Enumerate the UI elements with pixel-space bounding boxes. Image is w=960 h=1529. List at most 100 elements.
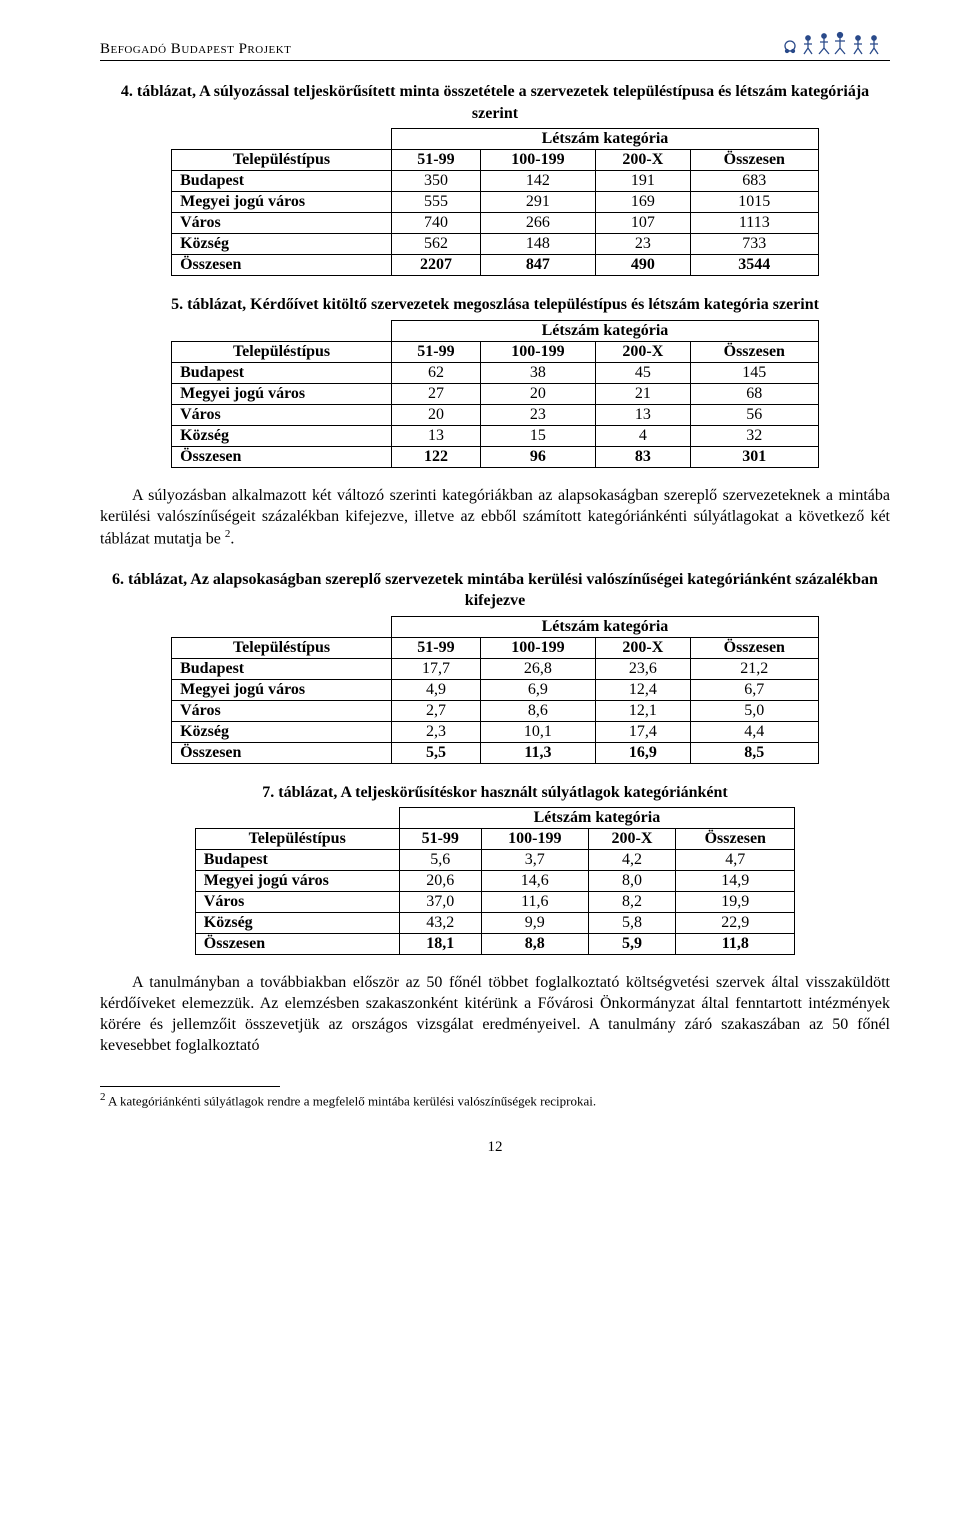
row-label: Község: [172, 721, 392, 742]
header-logo-icon: [780, 30, 890, 58]
col-header: 200-X: [588, 829, 676, 850]
sum-cell: 3544: [690, 255, 818, 276]
cell: 740: [392, 213, 481, 234]
cell: 20: [480, 383, 595, 404]
cell: 20: [392, 404, 481, 425]
paragraph-1: A súlyozásban alkalmazott két változó sz…: [100, 486, 890, 551]
cell: 4,4: [690, 721, 818, 742]
cell: 38: [480, 362, 595, 383]
table-row: Megyei jogú város4,96,912,46,7: [172, 679, 819, 700]
cell: 4,7: [676, 850, 795, 871]
cell: 191: [595, 171, 690, 192]
col-header: Összesen: [690, 341, 818, 362]
table-row: Község2,310,117,44,4: [172, 721, 819, 742]
cell: 169: [595, 192, 690, 213]
cell: 8,0: [588, 871, 676, 892]
sum-cell: 11,8: [676, 934, 795, 955]
cell: 1015: [690, 192, 818, 213]
cell: 2,3: [392, 721, 481, 742]
cell: 555: [392, 192, 481, 213]
cell: 291: [480, 192, 595, 213]
col0-header: Településtípus: [172, 150, 392, 171]
cell: 23: [480, 404, 595, 425]
cell: 21: [595, 383, 690, 404]
table-row: Budapest5,63,74,24,7: [195, 850, 794, 871]
table-row: Város2,78,612,15,0: [172, 700, 819, 721]
row-label: Község: [195, 913, 399, 934]
col-header: 200-X: [595, 637, 690, 658]
row-label: Megyei jogú város: [172, 383, 392, 404]
page-header: Befogadó Budapest Projekt: [100, 40, 890, 61]
cell: 5,8: [588, 913, 676, 934]
table-sum-row: Összesen5,511,316,98,5: [172, 742, 819, 763]
row-label: Budapest: [172, 171, 392, 192]
col0-header: Településtípus: [195, 829, 399, 850]
row-label: Megyei jogú város: [172, 192, 392, 213]
cell: 23,6: [595, 658, 690, 679]
paragraph-2: A tanulmányban a továbbiakban először az…: [100, 973, 890, 1056]
lk-header: Létszám kategória: [392, 320, 819, 341]
col0-header: Településtípus: [172, 341, 392, 362]
cell: 148: [480, 234, 595, 255]
cell: 20,6: [399, 871, 481, 892]
table-sum-row: Összesen18,18,85,911,8: [195, 934, 794, 955]
table-row: Város7402661071113: [172, 213, 819, 234]
table-row: Város37,011,68,219,9: [195, 892, 794, 913]
lk-header: Létszám kategória: [392, 616, 819, 637]
cell: 3,7: [481, 850, 588, 871]
cell: 32: [690, 425, 818, 446]
header-title: Befogadó Budapest Projekt: [100, 41, 291, 57]
cell: 8,6: [480, 700, 595, 721]
cell: 37,0: [399, 892, 481, 913]
col-header: 100-199: [480, 341, 595, 362]
cell: 22,9: [676, 913, 795, 934]
row-label: Megyei jogú város: [172, 679, 392, 700]
cell: 26,8: [480, 658, 595, 679]
cell: 43,2: [399, 913, 481, 934]
cell: 4,2: [588, 850, 676, 871]
row-label: Város: [195, 892, 399, 913]
cell: 19,9: [676, 892, 795, 913]
col-header: Összesen: [690, 150, 818, 171]
cell: 10,1: [480, 721, 595, 742]
table-row: Város20231356: [172, 404, 819, 425]
cell: 21,2: [690, 658, 818, 679]
lk-header: Létszám kategória: [399, 808, 795, 829]
table-caption: 7. táblázat, A teljeskörűsítéskor haszná…: [100, 782, 890, 804]
col-header: 51-99: [392, 637, 481, 658]
cell: 4: [595, 425, 690, 446]
t6-table: Létszám kategóriaTelepüléstípus51-99100-…: [171, 616, 819, 764]
cell: 27: [392, 383, 481, 404]
sum-cell: 2207: [392, 255, 481, 276]
cell: 12,4: [595, 679, 690, 700]
col-header: Összesen: [676, 829, 795, 850]
sum-cell: 122: [392, 446, 481, 467]
row-label: Budapest: [195, 850, 399, 871]
sum-cell: 5,9: [588, 934, 676, 955]
sum-label: Összesen: [172, 255, 392, 276]
col-header: 100-199: [481, 829, 588, 850]
row-label: Megyei jogú város: [195, 871, 399, 892]
cell: 11,6: [481, 892, 588, 913]
page-number: 12: [100, 1139, 890, 1156]
cell: 266: [480, 213, 595, 234]
table-row: Község43,29,95,822,9: [195, 913, 794, 934]
cell: 4,9: [392, 679, 481, 700]
cell: 2,7: [392, 700, 481, 721]
col-header: 100-199: [480, 637, 595, 658]
row-label: Város: [172, 700, 392, 721]
table-row: Község56214823733: [172, 234, 819, 255]
cell: 8,2: [588, 892, 676, 913]
cell: 142: [480, 171, 595, 192]
col-header: 200-X: [595, 150, 690, 171]
table-row: Budapest623845145: [172, 362, 819, 383]
col-header: 100-199: [480, 150, 595, 171]
col-header: 51-99: [392, 341, 481, 362]
table-row: Megyei jogú város5552911691015: [172, 192, 819, 213]
t5-table: Létszám kategóriaTelepüléstípus51-99100-…: [171, 320, 819, 468]
footnote: 2 A kategóriánkénti súlyátlagok rendre a…: [100, 1091, 890, 1109]
table-caption: 5. táblázat, Kérdőívet kitöltő szervezet…: [100, 294, 890, 316]
sum-cell: 96: [480, 446, 595, 467]
cell: 14,9: [676, 871, 795, 892]
cell: 56: [690, 404, 818, 425]
